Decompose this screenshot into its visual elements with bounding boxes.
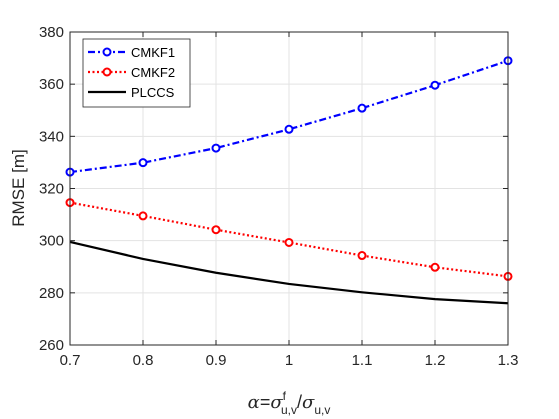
data-point-cmkf2 [357, 251, 367, 261]
x-label-sub-uv: u,v [281, 403, 297, 417]
y-tick-label: 360 [39, 76, 64, 93]
x-tick-label: 0.7 [60, 352, 81, 369]
legend-label-cmkf1: CMKF1 [131, 45, 175, 60]
x-label-sup-f: f [283, 389, 287, 403]
legend-label-cmkf2: CMKF2 [131, 65, 175, 80]
axis-ticks: 0.7 0.8 0.9 1 1.1 1.2 1.3 260 280 300 320 340 360 380 [39, 24, 518, 369]
data-point-cmkf2 [430, 262, 440, 272]
x-tick-label: 0.9 [206, 352, 227, 369]
x-label-sigma: σ [270, 392, 283, 413]
legend: CMKF1 CMKF2 PLCCS [82, 38, 191, 108]
legend-marker-cmkf2 [102, 67, 112, 77]
data-point-cmkf1 [357, 103, 367, 113]
x-axis-label: α=σf u,v/σu,v [248, 389, 331, 417]
y-tick-label: 300 [39, 233, 64, 250]
data-point-cmkf2 [138, 211, 148, 221]
y-axis-label: RMSE [m] [9, 149, 28, 226]
x-label-alpha: α [248, 392, 260, 413]
x-tick-label: 1 [285, 352, 293, 369]
x-label-slash: / [297, 392, 302, 412]
legend-label-plccs: PLCCS [131, 85, 175, 100]
x-label-sub-uv2: u,v [314, 403, 330, 417]
y-tick-label: 340 [39, 128, 64, 145]
x-tick-label: 0.8 [133, 352, 154, 369]
x-tick-label: 1.2 [425, 352, 446, 369]
data-point-cmkf1 [284, 124, 294, 134]
x-label-equals: = [260, 392, 271, 412]
x-label-sigma2: σ [302, 392, 315, 413]
y-tick-label: 260 [39, 337, 64, 354]
legend-box [82, 38, 191, 108]
data-point-cmkf1 [430, 80, 440, 90]
data-point-cmkf1 [211, 143, 221, 153]
y-tick-label: 280 [39, 285, 64, 302]
data-point-cmkf1 [138, 158, 148, 168]
y-tick-label: 380 [39, 24, 64, 41]
series-line-plccs [69, 240, 509, 305]
legend-marker-cmkf1 [102, 47, 112, 57]
x-tick-label: 1.3 [498, 352, 519, 369]
y-tick-label: 320 [39, 181, 64, 198]
data-point-cmkf2 [284, 237, 294, 247]
x-tick-label: 1.1 [352, 352, 373, 369]
data-point-cmkf2 [211, 225, 221, 235]
